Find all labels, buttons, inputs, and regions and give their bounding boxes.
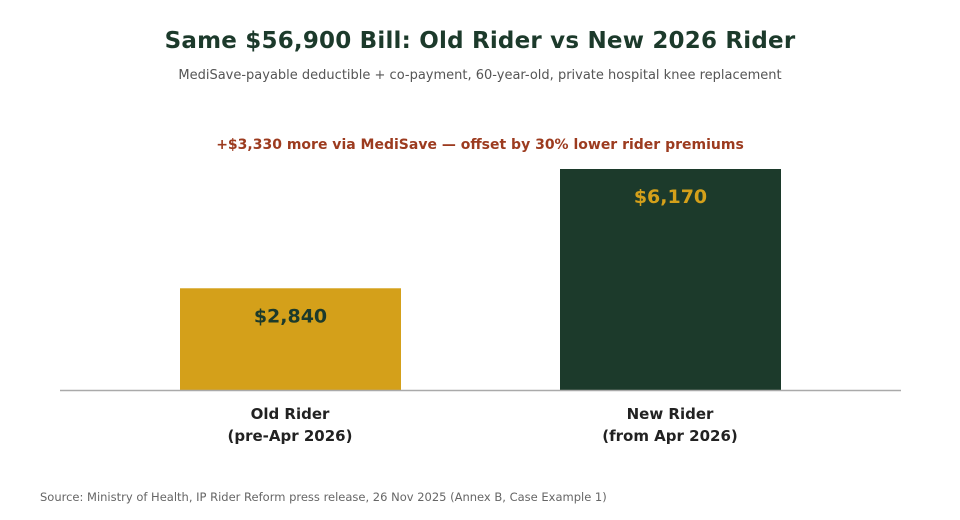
x-tick-label-old-rider: Old Rider (pre-Apr 2026) xyxy=(160,403,420,447)
source-note: Source: Ministry of Health, IP Rider Ref… xyxy=(40,490,607,504)
data-label-old-rider: $2,840 xyxy=(254,305,327,327)
x-tick-label-line: New Rider xyxy=(626,405,714,423)
chart-subtitle: MediSave-payable deductible + co-payment… xyxy=(178,68,782,83)
x-tick-label-line: (pre-Apr 2026) xyxy=(227,427,353,445)
x-tick-label-line: (from Apr 2026) xyxy=(602,427,738,445)
data-label-new-rider: $6,170 xyxy=(634,186,707,208)
bar-new-rider xyxy=(560,169,781,390)
bar-old-rider xyxy=(180,288,401,390)
chart-title: Same $56,900 Bill: Old Rider vs New 2026… xyxy=(164,28,796,54)
x-tick-label-line: Old Rider xyxy=(250,405,330,423)
x-tick-label-new-rider: New Rider (from Apr 2026) xyxy=(540,403,800,447)
chart-annotation: +$3,330 more via MediSave — offset by 30… xyxy=(216,137,744,153)
